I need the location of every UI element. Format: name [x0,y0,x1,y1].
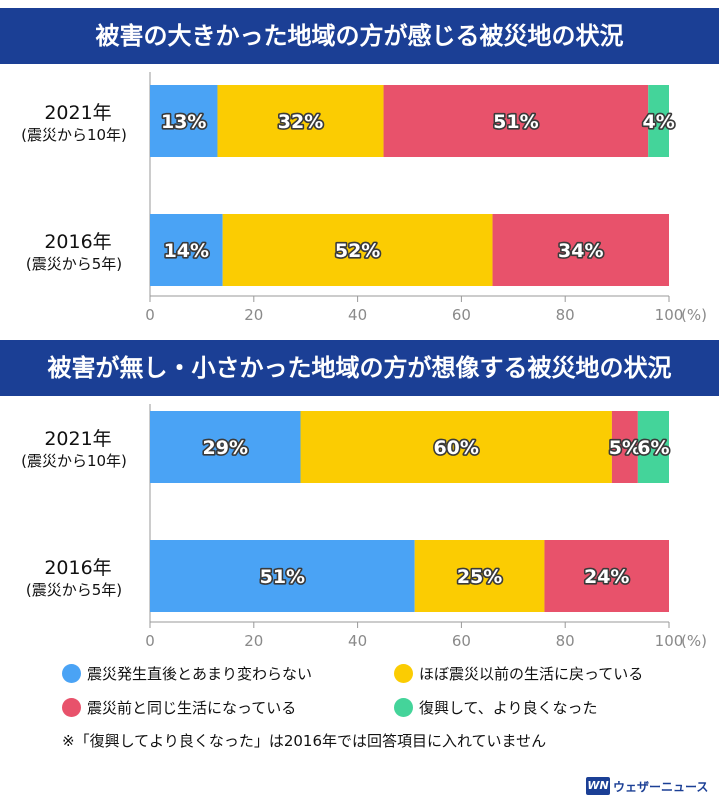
x-tick-label: 80 [556,306,575,324]
x-tick-label: 0 [145,306,155,324]
x-tick-label: 80 [556,632,575,650]
bar-segment [637,411,669,483]
data-label: 29% [203,437,248,459]
x-tick-label: 40 [348,306,367,324]
data-label: 5% [609,437,641,459]
data-label: 32% [278,111,323,133]
category-sublabel: (震災から10年) [21,126,127,144]
bar-segment [383,85,649,157]
bar-segment [492,214,669,286]
x-tick-label: 20 [244,306,263,324]
category-sublabel: (震災から5年) [26,581,122,599]
legend-label: 震災前と同じ生活になっている [87,698,297,717]
category-sublabel: (震災から5年) [26,255,122,273]
data-label: 25% [457,566,502,588]
data-label: 60% [433,437,478,459]
x-axis-unit: (%) [681,632,707,650]
x-tick-label: 60 [452,306,471,324]
bar-segment [150,85,218,157]
x-tick-label: 20 [244,632,263,650]
category-sublabel: (震災から10年) [21,452,127,470]
legend-dot-red-icon [62,697,81,717]
bar-segment [217,85,384,157]
logo-mark-icon: WN [586,777,610,795]
data-label: 14% [164,240,209,262]
bar-segment [150,214,223,286]
legend-dot-green-icon [394,697,413,717]
x-tick-label: 100 [655,632,684,650]
legend-label: ほぼ震災以前の生活に戻っている [419,664,644,683]
data-label: 34% [558,240,603,262]
bar-segment [222,214,493,286]
bar-segment [150,540,415,612]
x-tick-label: 100 [655,306,684,324]
chart2: 2021年 (震災から10年) 29% 60% 5%6% 2016年 (震災から5年) 51%… [21,404,707,650]
legend-item: 震災前と同じ生活になっている [62,697,296,718]
legend-label: 震災発生直後とあまり変わらない [87,664,313,683]
data-label: 6% [637,437,669,459]
footnote: ※「復興してより良くなった」は2016年では回答項目に入れていません [62,732,547,750]
category-label: 2021年 [44,428,111,450]
x-tick-label: 60 [452,632,471,650]
data-label: 4% [642,111,674,133]
x-axis-unit: (%) [681,306,707,324]
bar-segment [300,411,612,483]
data-label: 13% [161,111,206,133]
x-tick-label: 0 [145,632,155,650]
data-label: 52% [335,240,380,262]
bar-segment [150,411,301,483]
legend-label: 復興して、より良くなった [419,698,598,717]
legend-item: ほぼ震災以前の生活に戻っている [394,663,643,684]
legend-dot-blue-icon [62,663,81,683]
logo-text: ウェザーニュース [613,779,709,794]
category-label: 2016年 [44,557,111,579]
category-label: 2016年 [44,231,111,253]
legend-dot-yellow-icon [394,663,413,683]
chart1-title: 被害の大きかった地域の方が感じる被災地の状況 [0,8,719,64]
bar-segment [414,540,545,612]
category-label: 2021年 [44,102,111,124]
legend: 震災発生直後とあまり変わらない ほぼ震災以前の生活に戻っている 震災前と同じ生活… [62,656,712,724]
chart1: 2021年 (震災から10年) 13% 32% 51% 4% 2016年 (震災から5年) 14… [21,72,707,324]
legend-item: 復興して、より良くなった [394,697,598,718]
data-label: 51% [260,566,305,588]
bar-segment [611,411,638,483]
bar-segment [648,85,669,157]
weathernews-logo: WN ウェザーニュース [586,776,708,796]
chart2-title: 被害が無し・小さかった地域の方が想像する被災地の状況 [0,340,719,396]
legend-item: 震災発生直後とあまり変わらない [62,663,312,684]
data-label: 51% [493,111,538,133]
data-label: 24% [584,566,629,588]
x-tick-label: 40 [348,632,367,650]
bar-segment [544,540,669,612]
